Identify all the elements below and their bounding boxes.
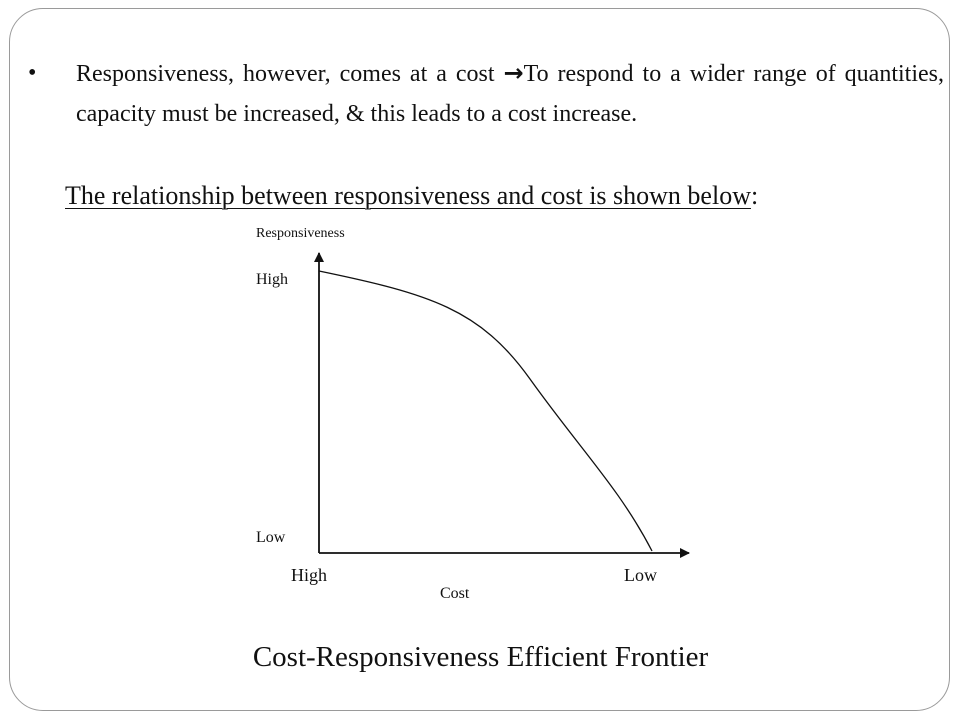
diagram-caption: Cost-Responsiveness Efficient Frontier [252,641,709,673]
frontier-curve [318,270,653,552]
bullet-marker: • [28,60,37,86]
x-high-label: High [291,565,327,585]
slide: • Responsiveness, however, comes at a co… [9,8,950,711]
y-low-label: Low [256,529,286,546]
right-arrow-icon: → [503,59,524,87]
x-low-label: Low [624,565,657,585]
bullet-text-start: Responsiveness, however, comes at a cost [76,61,504,87]
y-high-label: High [256,271,288,288]
relationship-statement: The relationship between responsiveness … [65,181,758,211]
y-axis-title: Responsiveness [256,226,345,241]
x-axis-title: Cost [440,585,470,602]
bullet-paragraph: • Responsiveness, however, comes at a co… [28,53,944,134]
relationship-colon: : [750,181,759,210]
bullet-text-end: To respond to a wider range of quantitie… [76,61,944,127]
relationship-text: The relationship between responsiveness … [65,181,751,210]
frontier-diagram [314,252,690,558]
